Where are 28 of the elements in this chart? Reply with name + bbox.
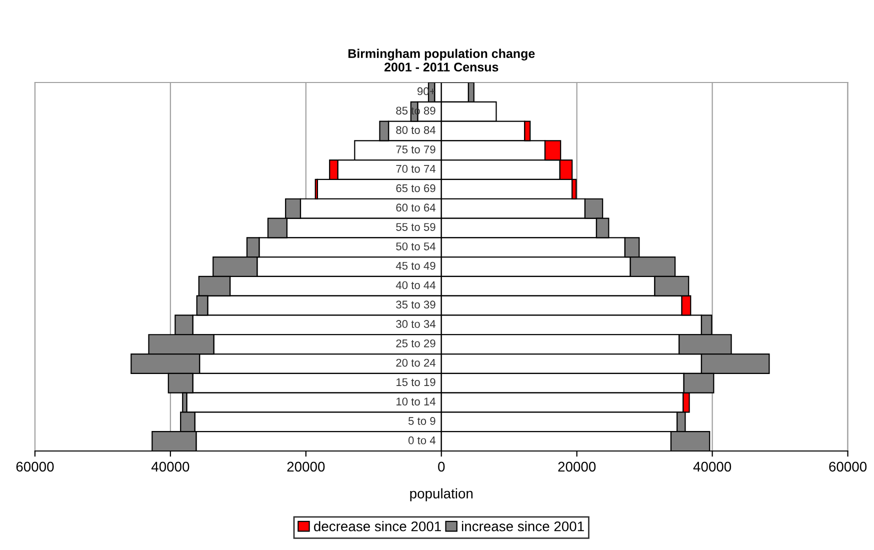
legend-label: decrease since 2001 [314,521,441,532]
y-tick-label: 65 to 69 [396,184,436,192]
x-tick-label: 20000 [558,462,596,472]
x-tick-label: 60000 [829,462,867,472]
y-tick-label: 15 to 19 [396,378,436,386]
x-tick-label: 40000 [151,462,190,472]
chart-title: Birmingham population change 2001 - 2011 Census [348,48,535,72]
x-tick-label: 0 [438,462,445,472]
y-tick-label: 25 to 29 [396,339,436,348]
x-tick-label: 60000 [16,462,54,472]
y-tick-label: 5 to 9 [408,417,436,425]
y-tick-label: 60 to 64 [396,204,436,212]
y-tick-label: 55 to 59 [396,223,436,231]
y-tick-label: 75 to 79 [396,145,436,154]
y-tick-label: 10 to 14 [396,398,436,406]
y-tick-label: 0 to 4 [408,436,436,444]
legend-label: increase since 2001 [462,521,584,532]
y-tick-label: 30 to 34 [396,320,436,328]
y-tick-label: 70 to 74 [396,164,436,173]
y-tick-label: 40 to 44 [396,281,436,290]
y-tick-label: 35 to 39 [396,300,436,309]
y-tick-label: 80 to 84 [396,126,436,134]
x-tick-label: 20000 [287,462,325,472]
y-tick-label: 45 to 49 [396,262,436,270]
x-axis-title: population [410,488,473,502]
x-tick-label: 40000 [693,462,732,472]
y-tick-label: 50 to 54 [396,242,436,250]
y-tick-label: 20 to 24 [396,358,436,367]
